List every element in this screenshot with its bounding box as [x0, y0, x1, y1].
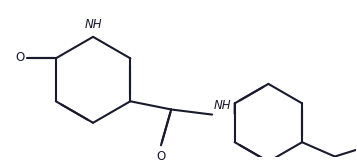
Text: NH: NH: [84, 18, 102, 31]
Text: O: O: [156, 150, 166, 163]
Text: O: O: [15, 51, 24, 64]
Text: NH: NH: [214, 98, 232, 111]
